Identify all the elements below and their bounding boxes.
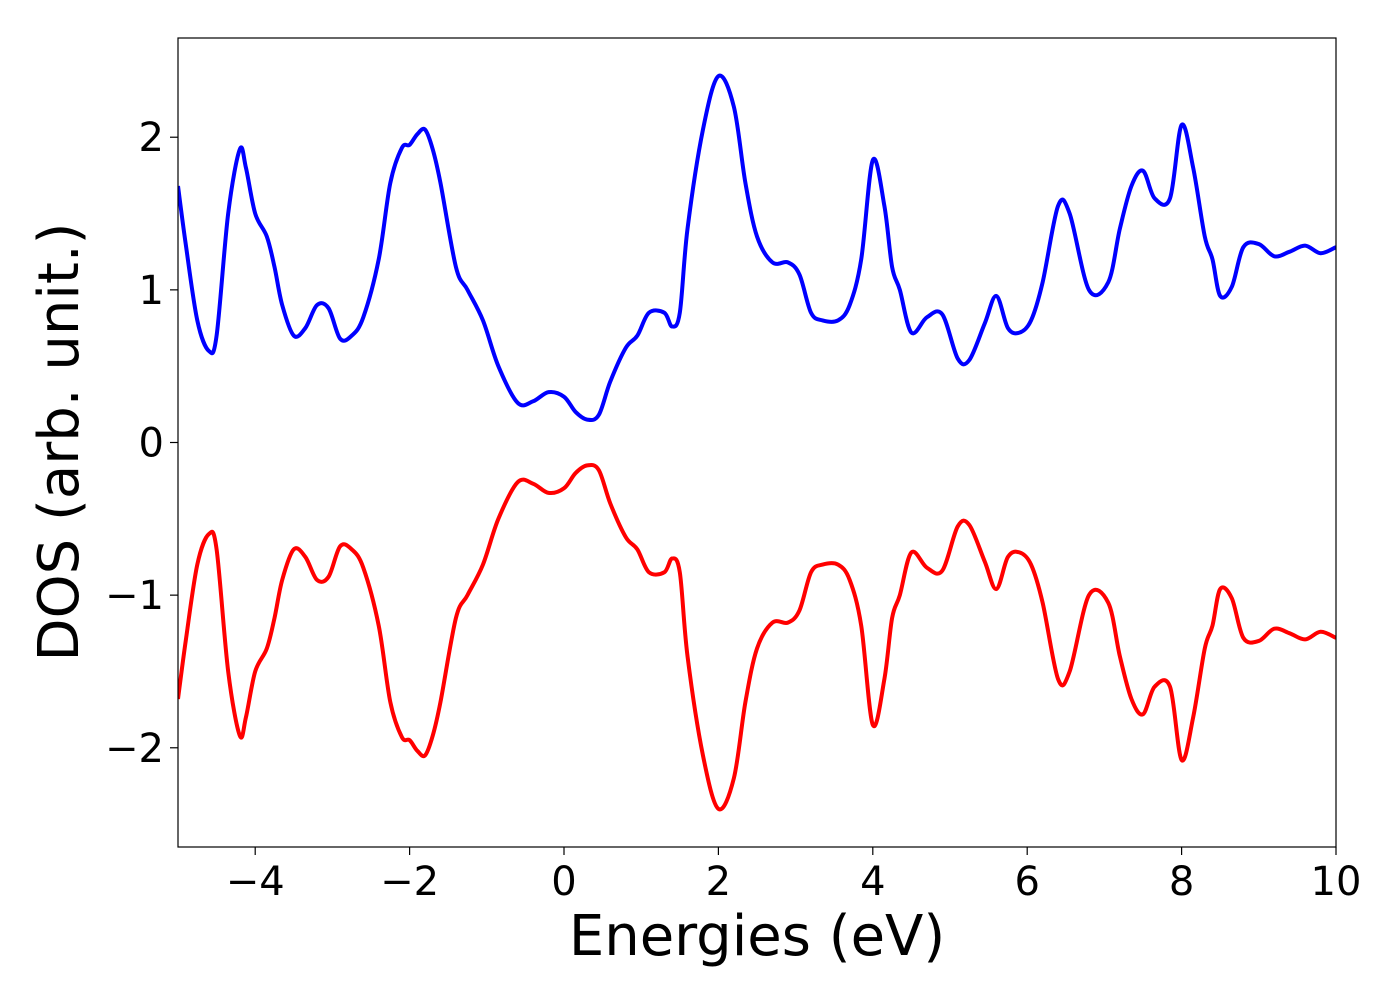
plot-area xyxy=(178,73,1336,812)
y-tick-label: 0 xyxy=(139,421,164,467)
x-tick-label: −2 xyxy=(380,859,439,905)
axes: −4 −2 0 2 4 6 8 10 −2 −1 0 1 2 xyxy=(105,37,1362,905)
y-tick-label: −2 xyxy=(105,726,164,772)
x-tick-label: 8 xyxy=(1169,859,1194,905)
x-tick-label: 2 xyxy=(706,859,731,905)
x-tick-label: 0 xyxy=(551,859,576,905)
x-tick-label: 10 xyxy=(1311,859,1362,905)
dos-line-spin-up xyxy=(178,73,1336,423)
y-axis-title: DOS (arb. unit.) xyxy=(27,222,92,661)
y-tick-label: 2 xyxy=(139,115,164,161)
dos-line-spin-down xyxy=(178,462,1336,812)
x-axis-title: Energies (eV) xyxy=(569,904,945,969)
y-tick-label: −1 xyxy=(105,573,164,619)
x-tick-label: 4 xyxy=(860,859,885,905)
x-tick-label: 6 xyxy=(1014,859,1039,905)
series-group xyxy=(178,73,1336,812)
y-tick-label: 1 xyxy=(139,268,164,314)
x-tick-label: −4 xyxy=(226,859,285,905)
